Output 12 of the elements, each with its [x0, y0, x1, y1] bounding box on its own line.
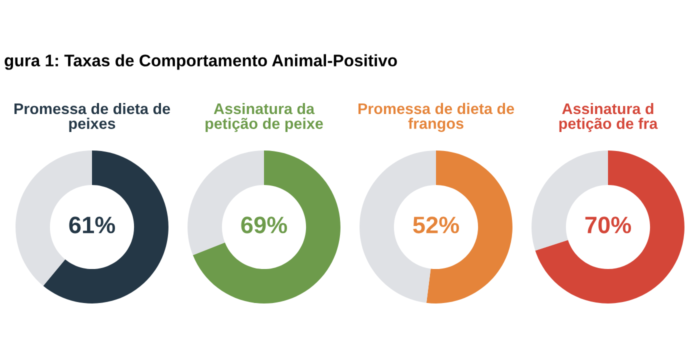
- text: gura 1: Taxas de Comportamento Animal-Positivo: [4, 54, 397, 70]
- chart-title: Promessa de dieta de frangos: [358, 102, 514, 132]
- data-label: 70%: [585, 216, 632, 234]
- data-label: 69%: [241, 216, 288, 234]
- donut-slice: [43, 150, 168, 304]
- chart-title: Assinatura da petição de peixe: [206, 102, 323, 132]
- donut-slice: [192, 150, 340, 304]
- donut-slice: [535, 150, 684, 304]
- data-label: 52%: [413, 216, 460, 234]
- chart-title: Assinatura d petição de fra: [559, 102, 658, 132]
- data-label: 61%: [69, 216, 116, 234]
- chart-title: Promessa de dieta de peixes: [14, 102, 170, 132]
